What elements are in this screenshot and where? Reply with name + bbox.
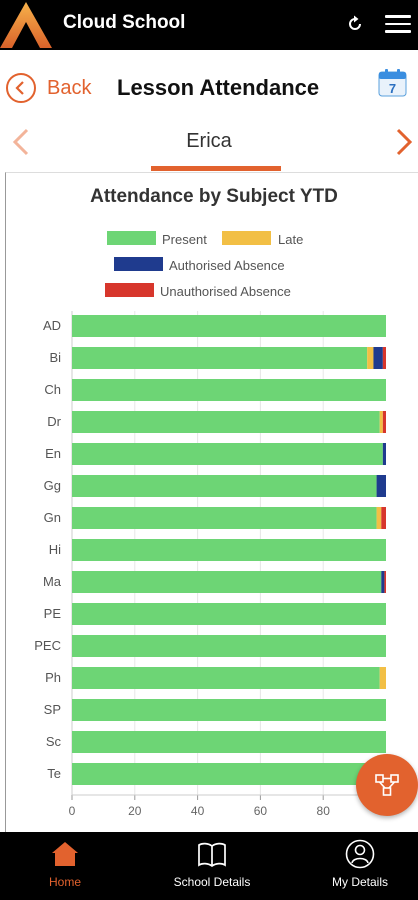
y-tick-label: AD [43, 318, 61, 333]
y-tick-label: Ma [43, 574, 62, 589]
bar-segment [384, 571, 386, 593]
x-tick-label: 20 [128, 804, 142, 818]
legend-swatch [105, 283, 154, 297]
y-tick-label: Hi [49, 542, 61, 557]
bar-segment [72, 699, 386, 721]
bar-segment [72, 507, 377, 529]
bar-segment [72, 347, 368, 369]
nav-home[interactable]: Home [14, 832, 116, 900]
y-tick-label: Ph [45, 670, 61, 685]
bar-segment [382, 443, 386, 465]
network-icon [375, 774, 399, 796]
legend-label: Present [162, 232, 207, 247]
bar-segment [379, 667, 386, 689]
y-tick-label: Te [47, 766, 61, 781]
network-fab-button[interactable] [356, 754, 418, 816]
legend-label: Authorised Absence [169, 258, 285, 273]
book-icon [198, 842, 226, 868]
bar-segment [373, 347, 383, 369]
bottom-nav: Home School Details My Details [0, 832, 418, 900]
bar-segment [379, 411, 383, 433]
bar-segment [72, 315, 386, 337]
calendar-day: 7 [389, 81, 396, 96]
back-button[interactable] [6, 73, 36, 103]
bar-segment [382, 411, 386, 433]
legend-label: Unauthorised Absence [160, 284, 291, 299]
bar-segment [72, 571, 382, 593]
legend-label: Late [278, 232, 303, 247]
y-tick-label: SP [44, 702, 61, 717]
next-student-button[interactable] [393, 126, 415, 158]
app-title: Cloud School [63, 12, 186, 33]
nav-school-details-label: School Details [173, 875, 251, 889]
bar-segment [376, 507, 382, 529]
nav-my-details[interactable]: My Details [310, 832, 410, 900]
user-icon [345, 839, 375, 869]
bar-segment [72, 475, 377, 497]
bar-segment [72, 379, 386, 401]
prev-student-button[interactable] [10, 126, 32, 158]
legend-swatch [114, 257, 163, 271]
y-tick-label: Sc [46, 734, 62, 749]
y-tick-label: Bi [49, 350, 61, 365]
bar-segment [72, 635, 386, 657]
refresh-icon[interactable] [345, 14, 365, 34]
legend-swatch [107, 231, 156, 245]
bar-segment [72, 411, 380, 433]
top-bar: Cloud School [0, 0, 418, 50]
home-icon [52, 842, 78, 866]
y-tick-label: Dr [47, 414, 61, 429]
student-selector: Erica [0, 117, 418, 171]
y-tick-label: En [45, 446, 61, 461]
bar-segment [72, 763, 386, 785]
nav-school-details[interactable]: School Details [162, 832, 262, 900]
nav-home-label: Home [48, 875, 81, 889]
chevron-left-icon [15, 81, 24, 95]
legend-swatch [222, 231, 271, 245]
bar-segment [381, 571, 385, 593]
page-header: Back Lesson Attendance 7 [0, 60, 418, 116]
calendar-icon[interactable]: 7 [378, 68, 407, 97]
attendance-chart-svg: Attendance by Subject YTD Present Late Auth… [34, 186, 386, 818]
bar-segment [367, 347, 374, 369]
app-logo-icon [0, 2, 52, 48]
y-tick-label: PE [44, 606, 62, 621]
hamburger-menu-icon[interactable] [385, 15, 411, 35]
x-tick-label: 60 [254, 804, 268, 818]
back-label[interactable]: Back [47, 77, 92, 99]
bar-segment [376, 475, 386, 497]
bar-segment [381, 507, 386, 529]
x-tick-label: 0 [69, 804, 76, 818]
chart-title: Attendance by Subject YTD [90, 186, 338, 207]
bar-segment [72, 443, 383, 465]
bar-segment [72, 731, 386, 753]
bar-segment [382, 347, 386, 369]
attendance-chart: Attendance by Subject YTD Present Late Auth… [5, 172, 418, 832]
y-tick-label: Ch [44, 382, 61, 397]
nav-my-details-label: My Details [331, 875, 388, 889]
bar-segment [72, 539, 386, 561]
x-tick-label: 80 [317, 804, 331, 818]
y-tick-label: PEC [34, 638, 61, 653]
student-name: Erica [186, 130, 232, 152]
student-underline [151, 166, 281, 171]
y-tick-label: Gn [44, 510, 61, 525]
y-tick-label: Gg [44, 478, 61, 493]
bar-segment [72, 667, 380, 689]
x-tick-label: 40 [191, 804, 205, 818]
page-title: Lesson Attendance [117, 75, 320, 100]
bar-segment [72, 603, 386, 625]
